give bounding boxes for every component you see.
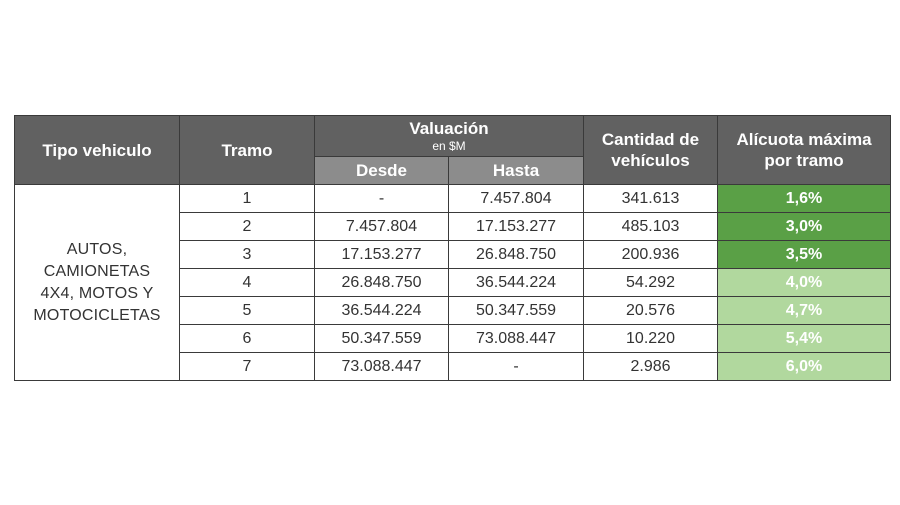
table-row: AUTOS, CAMIONETAS 4X4, MOTOS Y MOTOCICLE…: [14, 184, 891, 381]
cell-desde: 17.153.277: [314, 240, 449, 269]
cell-desde: 73.088.447: [314, 352, 449, 381]
header-tramo: Tramo: [179, 115, 315, 185]
cell-tramo: 3: [179, 240, 315, 269]
cell-hasta: 7.457.804: [448, 184, 584, 213]
header-cantidad: Cantidad de vehículos: [583, 115, 718, 185]
header-cantidad-line2: vehículos: [611, 151, 690, 170]
cell-cantidad: 200.936: [583, 240, 718, 269]
cell-desde: -: [314, 184, 449, 213]
cell-hasta: 17.153.277: [448, 212, 584, 241]
table-row: 5 36.544.224 50.347.559 20.576 4,7%: [15, 296, 891, 325]
header-valuacion-unit: en $M: [432, 139, 466, 153]
table-row: 3 17.153.277 26.848.750 200.936 3,5%: [15, 240, 891, 269]
table-row: 2 7.457.804 17.153.277 485.103 3,0%: [15, 212, 891, 241]
table-container: Tipo vehiculo Tramo Valuación en $M Cant…: [14, 115, 891, 381]
cell-desde: 26.848.750: [314, 268, 449, 297]
header-alicuota: Alícuota máxima por tramo: [717, 115, 891, 185]
cell-alicuota: 4,7%: [717, 296, 891, 325]
cell-desde: 50.347.559: [314, 324, 449, 353]
cell-tramo: 6: [179, 324, 315, 353]
cell-hasta: 36.544.224: [448, 268, 584, 297]
cell-alicuota: 3,5%: [717, 240, 891, 269]
cell-alicuota: 6,0%: [717, 352, 891, 381]
table-row: 4 26.848.750 36.544.224 54.292 4,0%: [15, 268, 891, 297]
tipo-line: MOTOCICLETAS: [33, 306, 161, 324]
tipo-line: AUTOS,: [66, 240, 128, 258]
cell-cantidad: 485.103: [583, 212, 718, 241]
header-desde: Desde: [314, 156, 449, 185]
header-valuacion-title: Valuación: [409, 119, 489, 138]
cell-alicuota: 4,0%: [717, 268, 891, 297]
table-row: 7 73.088.447 - 2.986 6,0%: [15, 352, 891, 381]
header-valuacion: Valuación en $M: [314, 115, 584, 157]
cell-desde: 36.544.224: [314, 296, 449, 325]
cell-tramo: 7: [179, 352, 315, 381]
header-hasta: Hasta: [448, 156, 584, 185]
cell-alicuota: 1,6%: [717, 184, 891, 213]
cell-desde: 7.457.804: [314, 212, 449, 241]
cell-tipo-vehiculo: AUTOS, CAMIONETAS 4X4, MOTOS Y MOTOCICLE…: [14, 184, 180, 381]
cell-hasta: -: [448, 352, 584, 381]
cell-cantidad: 341.613: [583, 184, 718, 213]
cell-tramo: 5: [179, 296, 315, 325]
cell-tramo: 1: [179, 184, 315, 213]
header-alicuota-line1: Alícuota máxima: [736, 130, 872, 149]
cell-alicuota: 3,0%: [717, 212, 891, 241]
cell-hasta: 50.347.559: [448, 296, 584, 325]
cell-cantidad: 54.292: [583, 268, 718, 297]
cell-cantidad: 10.220: [583, 324, 718, 353]
tipo-line: 4X4, MOTOS Y: [40, 284, 154, 302]
cell-cantidad: 20.576: [583, 296, 718, 325]
tipo-line: CAMIONETAS: [43, 262, 151, 280]
header-alicuota-line2: por tramo: [764, 151, 844, 170]
cell-tramo: 2: [179, 212, 315, 241]
header-tipo-vehiculo: Tipo vehiculo: [14, 115, 180, 185]
cell-cantidad: 2.986: [583, 352, 718, 381]
cell-tramo: 4: [179, 268, 315, 297]
cell-alicuota: 5,4%: [717, 324, 891, 353]
alicuota-table: Tipo vehiculo Tramo Valuación en $M Cant…: [14, 115, 891, 381]
cell-hasta: 73.088.447: [448, 324, 584, 353]
cell-hasta: 26.848.750: [448, 240, 584, 269]
header-cantidad-line1: Cantidad de: [601, 130, 700, 149]
